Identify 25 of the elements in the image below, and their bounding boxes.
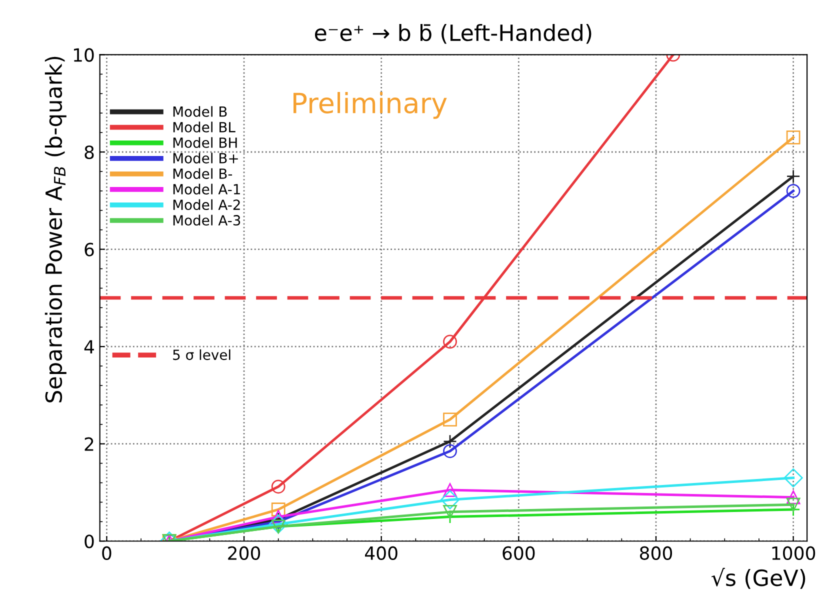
x-axis-title: √s (GeV) [711, 568, 806, 589]
y-tick-label: 0 [84, 534, 94, 548]
legend-label: Model BH [173, 137, 237, 148]
y-tick-label: 2 [84, 437, 94, 451]
chart-title: e⁻e⁺ → b b̄ (Left-Handed) [314, 24, 592, 44]
x-tick-label: 600 [502, 546, 535, 560]
y-tick-label: 10 [74, 48, 94, 62]
legend-label: Model B- [173, 168, 232, 179]
x-tick-label: 0 [102, 546, 112, 560]
y-tick-label: 6 [84, 242, 94, 256]
x-tick-label: 400 [365, 546, 398, 560]
y-tick-label: 4 [84, 340, 94, 354]
legend-label: Model A-1 [173, 184, 240, 195]
y-tick-label: 8 [84, 145, 94, 160]
legend-label: Model A-2 [173, 199, 240, 210]
legend-label: Model B+ [173, 152, 238, 164]
legend-label: Model BL [173, 122, 236, 132]
y-axis-title: Separation Power A$_{FB}$ (b-quark) [44, 56, 66, 402]
legend-label: 5 σ level [173, 349, 230, 360]
x-tick-label: 200 [228, 546, 260, 560]
x-tick-label: 1000 [772, 546, 816, 560]
legend-label: Model B [173, 106, 227, 117]
x-tick-label: 800 [640, 546, 672, 560]
annotation: Preliminary [294, 92, 447, 119]
legend-label: Model A-3 [173, 214, 240, 226]
